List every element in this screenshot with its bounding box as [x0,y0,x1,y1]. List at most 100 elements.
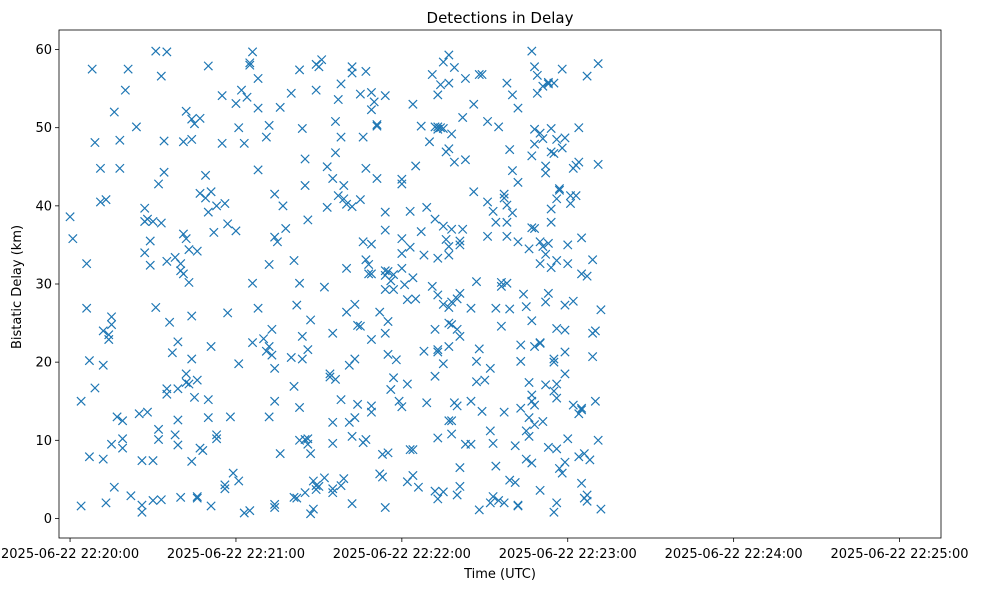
data-point-marker [438,123,448,134]
data-point-marker [549,357,559,367]
data-point-marker [297,123,307,134]
data-point-marker [333,191,343,201]
data-point-marker [546,217,556,227]
data-point-marker [471,377,482,387]
data-point-marker [184,244,194,255]
x-tick-label: 2025-06-22 22:25:00 [830,547,968,562]
data-point-marker [488,491,498,502]
data-point-marker [236,85,247,95]
data-point-marker [424,137,435,147]
data-point-marker [540,161,551,171]
data-point-marker [529,139,540,149]
data-point-marker [513,500,523,510]
data-point-marker [422,202,432,213]
data-point-marker [430,214,440,224]
data-point-marker [380,284,390,295]
data-point-marker [438,299,448,309]
data-point-marker [264,412,274,422]
data-point-marker [366,407,377,417]
data-point-marker [582,71,592,81]
data-point-marker [203,395,213,405]
data-point-marker [491,303,501,313]
data-point-marker [372,119,382,130]
data-point-marker [173,337,183,347]
data-point-marker [330,116,341,127]
data-point-marker [82,259,92,269]
data-point-marker [527,396,537,406]
data-point-marker [366,269,377,279]
data-point-marker [292,493,302,503]
data-point-marker [156,218,166,228]
data-point-marker [339,180,349,191]
data-point-marker [137,456,147,466]
data-point-marker [552,444,562,454]
data-point-marker [397,263,407,273]
data-point-marker [585,455,595,465]
data-point-marker [292,300,302,310]
data-point-marker [386,384,396,395]
data-point-marker [361,255,371,265]
data-point-marker [325,372,335,382]
data-point-marker [82,303,92,313]
data-point-marker [576,269,587,279]
data-point-marker [455,236,465,246]
data-point-marker [527,46,537,56]
data-point-marker [289,255,299,266]
data-point-marker [582,271,592,281]
data-point-marker [234,123,244,133]
data-point-marker [527,223,537,233]
data-point-marker [305,315,316,325]
data-point-marker [540,297,551,307]
data-point-marker [540,249,551,259]
data-point-marker [181,234,191,244]
data-point-marker [433,494,443,504]
data-point-marker [162,384,172,394]
data-point-marker [563,259,573,269]
data-point-marker [388,373,399,383]
data-point-marker [554,185,565,195]
data-point-marker [209,227,219,238]
data-point-marker [455,331,465,341]
data-point-marker [499,407,509,417]
data-point-marker [264,341,274,352]
data-point-marker [527,458,537,468]
y-axis-label: Bistatic Delay (km) [10,225,25,349]
data-point-marker [294,278,305,288]
data-point-marker [164,317,175,327]
data-point-marker [115,135,125,145]
data-point-marker [433,253,443,263]
data-point-marker [68,234,78,244]
data-point-marker [181,369,191,379]
data-point-marker [239,138,249,148]
data-point-marker [355,321,365,331]
data-point-marker [560,347,570,357]
data-point-marker [339,473,349,484]
data-point-marker [524,244,534,254]
data-point-marker [474,344,484,354]
data-point-marker [176,259,186,269]
data-point-marker [535,128,545,138]
data-point-marker [446,297,457,307]
data-point-marker [482,231,493,241]
data-point-marker [563,240,573,250]
data-point-marker [328,484,338,494]
data-point-marker [223,308,233,318]
data-point-marker [380,328,390,338]
data-point-marker [305,448,316,459]
data-point-marker [123,64,133,74]
data-point-marker [101,498,111,508]
data-point-marker [90,137,100,148]
data-point-marker [560,300,570,310]
data-point-marker [518,289,529,299]
data-point-marker [247,337,258,348]
data-point-marker [361,163,371,173]
data-point-marker [347,431,357,442]
data-point-marker [546,147,556,157]
data-point-marker [427,281,437,291]
data-point-marker [211,434,222,444]
data-point-marker [532,70,542,80]
data-point-marker [402,295,413,305]
data-point-marker [217,138,227,148]
data-point-marker [552,498,562,508]
